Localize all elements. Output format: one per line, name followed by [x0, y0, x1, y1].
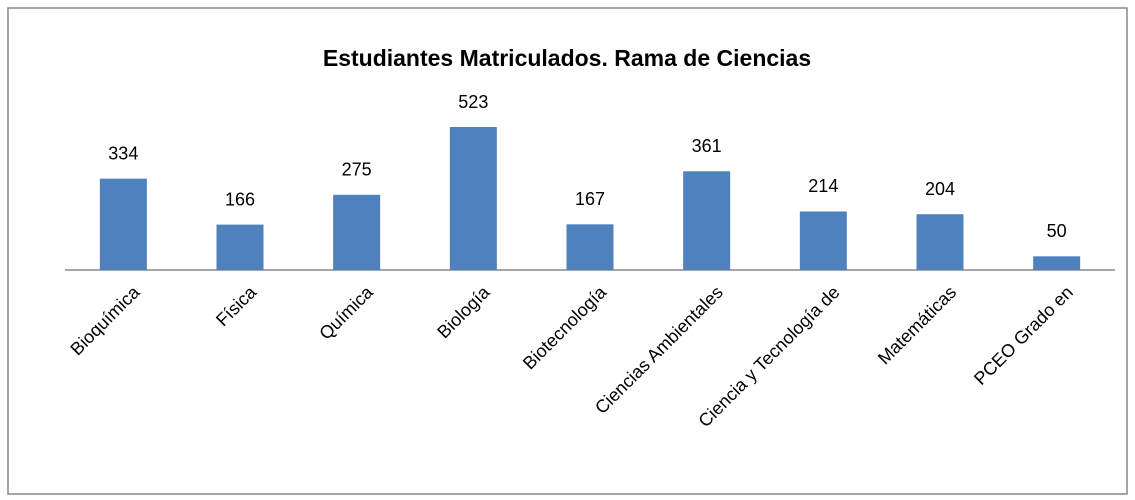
- data-label: 204: [925, 179, 955, 199]
- bar: [683, 171, 731, 270]
- data-label: 275: [342, 160, 372, 180]
- bar: [333, 194, 381, 270]
- bar: [99, 178, 147, 270]
- data-label: 361: [692, 136, 722, 156]
- data-label: 523: [458, 92, 488, 112]
- data-label: 166: [225, 189, 255, 209]
- data-label: 50: [1047, 221, 1067, 241]
- chart-title: Estudiantes Matriculados. Rama de Cienci…: [323, 45, 811, 71]
- data-label: 214: [808, 176, 838, 196]
- bar: [1033, 256, 1081, 270]
- data-label: 334: [108, 143, 138, 163]
- bar: [916, 214, 964, 270]
- data-label: 167: [575, 189, 605, 209]
- bar: [799, 211, 847, 270]
- bar: [216, 224, 264, 270]
- bar: [449, 127, 497, 270]
- bar: [566, 224, 614, 270]
